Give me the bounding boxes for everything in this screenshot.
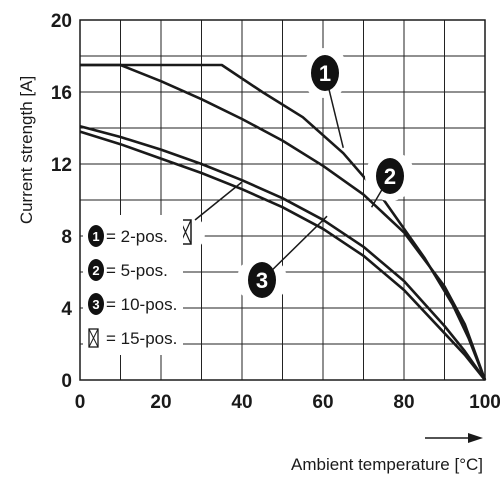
callout-number-1: 1 <box>319 61 331 86</box>
plot-frame <box>79 19 486 381</box>
legend-marker-1 <box>88 225 104 247</box>
series-line-2 <box>80 63 487 381</box>
y-tick-label: 4 <box>61 299 72 320</box>
y-tick-label: 8 <box>61 227 72 248</box>
callout-number-3: 3 <box>256 268 268 293</box>
series-line-15 <box>79 124 487 381</box>
legend-marker-number: 1 <box>92 229 99 244</box>
legend-marker-2 <box>88 259 104 281</box>
callout-leader-15 <box>194 181 243 221</box>
legend-marker-3 <box>88 293 104 315</box>
x-tick-label: 60 <box>312 392 333 413</box>
y-tick-label: 0 <box>61 371 72 392</box>
legend-item-text: = 15-pos. <box>106 329 177 348</box>
callouts: 1 2 3 <box>165 48 415 305</box>
x-tick-label: 100 <box>469 392 500 413</box>
cross-box-icon <box>88 328 99 348</box>
legend-item-text: = 10-pos. <box>106 295 177 314</box>
callout-number-2: 2 <box>384 164 396 189</box>
x-axis-arrow <box>425 433 483 443</box>
series-line-3 <box>79 130 487 381</box>
y-tick-label: 12 <box>51 155 72 176</box>
callout-badge-3 <box>248 262 276 298</box>
y-tick-label: 20 <box>51 11 72 32</box>
legend: 1 = 2-pos. 2 = 5-pos. 3 = 10-pos. = 15-pos. <box>83 215 183 355</box>
x-tick-label: 0 <box>75 392 86 413</box>
legend-marker-number: 3 <box>92 297 99 312</box>
x-axis-label: Ambient temperature [°C] <box>291 455 483 474</box>
x-tick-label: 20 <box>150 392 171 413</box>
y-tick-label: 16 <box>51 83 72 104</box>
callout-badge-2 <box>376 158 404 194</box>
callout-badge-1 <box>311 55 339 91</box>
legend-item-text: = 2-pos. <box>106 227 168 246</box>
legend-marker-number: 2 <box>92 263 99 278</box>
legend-item-text: = 5-pos. <box>106 261 168 280</box>
x-tick-label: 40 <box>231 392 252 413</box>
x-tick-label: 80 <box>393 392 414 413</box>
curves <box>79 63 487 381</box>
y-axis-label: Current strength [A] <box>17 76 36 224</box>
series-line-1 <box>80 63 487 381</box>
